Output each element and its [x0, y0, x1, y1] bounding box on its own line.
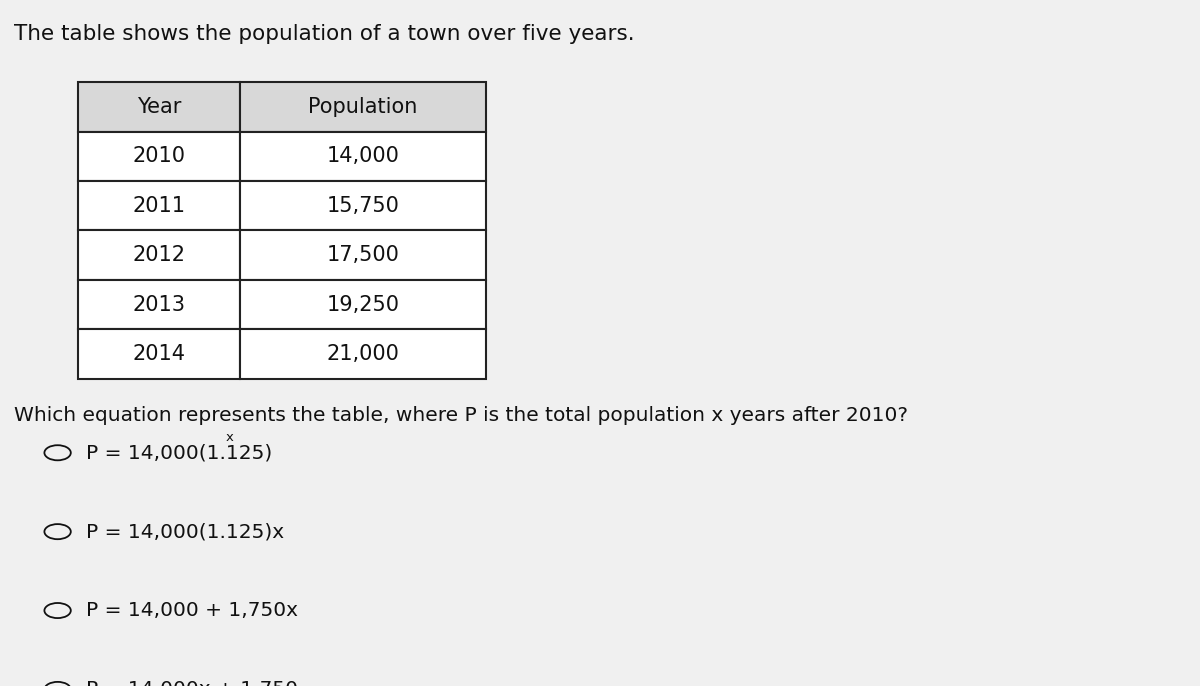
- Text: 2011: 2011: [132, 196, 186, 216]
- Text: x: x: [226, 431, 234, 444]
- Text: 21,000: 21,000: [326, 344, 400, 364]
- Text: 2010: 2010: [132, 146, 186, 167]
- Text: P = 14,000 + 1,750x: P = 14,000 + 1,750x: [86, 601, 299, 620]
- Text: 2013: 2013: [132, 294, 186, 315]
- Text: 17,500: 17,500: [326, 245, 400, 265]
- Text: The table shows the population of a town over five years.: The table shows the population of a town…: [14, 24, 635, 44]
- Text: 2014: 2014: [132, 344, 186, 364]
- Text: Year: Year: [137, 97, 181, 117]
- Text: P = 14,000x + 1,750: P = 14,000x + 1,750: [86, 680, 299, 686]
- Text: P = 14,000(1.125): P = 14,000(1.125): [86, 443, 272, 462]
- Text: Population: Population: [308, 97, 418, 117]
- Text: 2012: 2012: [132, 245, 186, 265]
- Text: 15,750: 15,750: [326, 196, 400, 216]
- Text: 19,250: 19,250: [326, 294, 400, 315]
- Text: 14,000: 14,000: [326, 146, 400, 167]
- Text: Which equation represents the table, where P is the total population x years aft: Which equation represents the table, whe…: [14, 406, 908, 425]
- Text: P = 14,000(1.125)x: P = 14,000(1.125)x: [86, 522, 284, 541]
